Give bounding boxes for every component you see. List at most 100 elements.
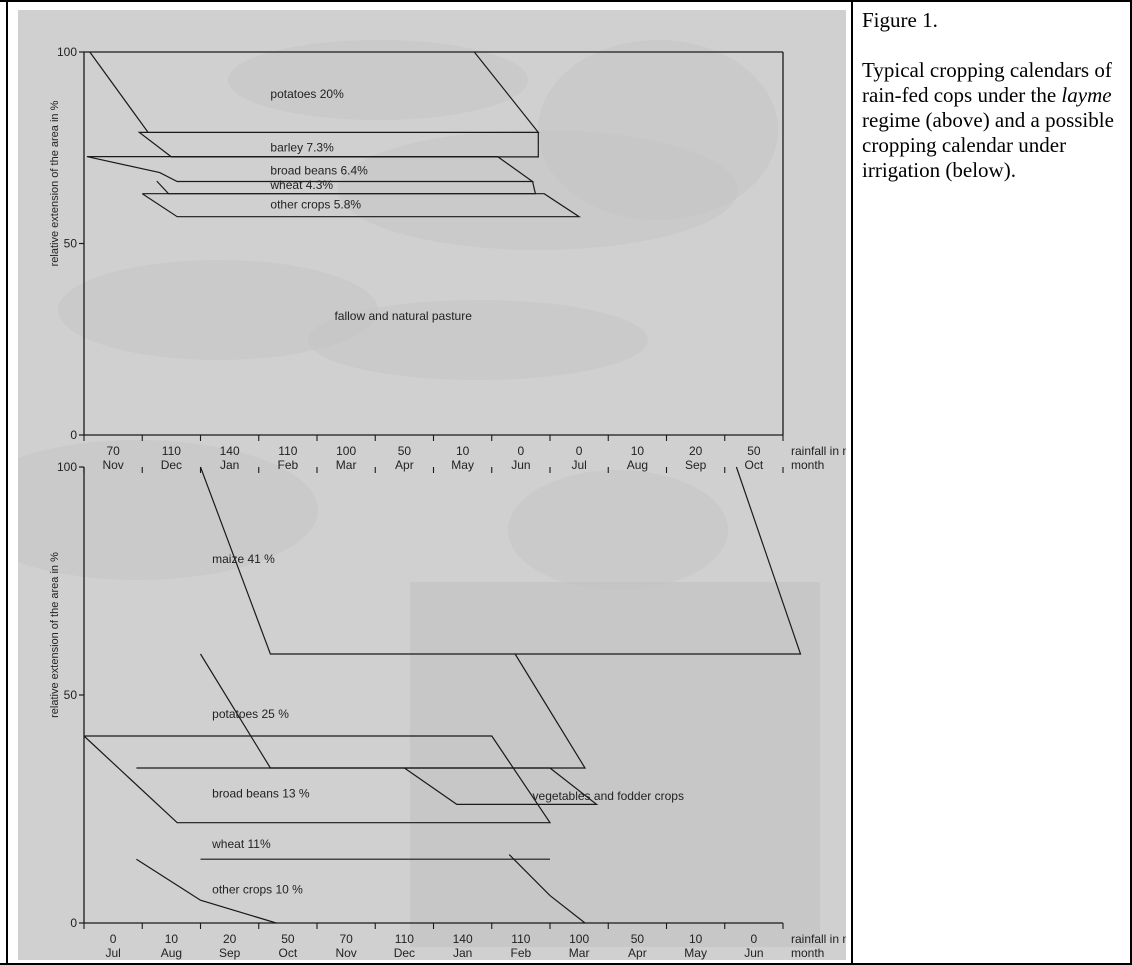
table-border-right <box>1130 0 1132 965</box>
panel0-band-label-4: other crops 5.8% <box>270 197 361 211</box>
panel0-y-tick-label-100: 100 <box>57 45 77 59</box>
panel0-rainfall-label-10: 20 <box>689 444 703 458</box>
panel1-y-tick-label-100: 100 <box>57 460 77 474</box>
panel0-month-label-6: May <box>451 458 474 472</box>
panel0-month-label-0: Nov <box>102 458 123 472</box>
panel0-rainfall-label-0: 70 <box>106 444 120 458</box>
panel0-month-label-9: Aug <box>627 458 648 472</box>
panel1-rainfall-label-3: 50 <box>281 932 295 946</box>
panel0-rainfall-label-8: 0 <box>576 444 583 458</box>
paper-smudge-3 <box>58 260 378 360</box>
paper-shade-block <box>410 582 820 947</box>
panel0-band-label-0: potatoes 20% <box>270 87 344 101</box>
panel0-rainfall-label-2: 140 <box>220 444 240 458</box>
panel1-rainfall-label-2: 20 <box>223 932 237 946</box>
panel1-region-label: vegetables and fodder crops <box>533 789 684 803</box>
panel0-month-label-2: Jan <box>220 458 239 472</box>
panel0-month-label-7: Jun <box>511 458 530 472</box>
paper-smudge-5 <box>18 440 318 580</box>
panel0-month-label-5: Apr <box>395 458 414 472</box>
panel1-month-label-4: Nov <box>335 946 356 960</box>
panel1-rainfall-axis-label: rainfall in mm <box>791 932 846 946</box>
panel1-rainfall-label-9: 50 <box>631 932 645 946</box>
caption-text: Typical cropping calendars of rain-fed c… <box>862 58 1124 183</box>
panel0-rainfall-axis-label: rainfall in mm <box>791 444 846 458</box>
panel0-month-axis-label: month <box>791 458 824 472</box>
panel0-month-label-8: Jul <box>571 458 586 472</box>
panel1-rainfall-label-0: 0 <box>110 932 117 946</box>
panel1-band-boundary-4 <box>136 767 599 805</box>
panel0-rainfall-label-9: 10 <box>631 444 645 458</box>
panel1-month-label-11: Jun <box>744 946 763 960</box>
caption-text-end: regime (above) and a possible cropping c… <box>862 108 1114 182</box>
panel1-band-boundary-2 <box>83 735 552 824</box>
panel1-month-label-6: Jan <box>453 946 472 960</box>
panel1-band-boundary-0 <box>199 466 802 655</box>
panel1-rainfall-label-7: 110 <box>511 932 530 946</box>
panel0-rainfall-label-1: 110 <box>162 444 181 458</box>
panel1-month-label-7: Feb <box>511 946 532 960</box>
figure-scan: 0 50 100 70 110 140 110 100 50 10 0 0 10 20 50 Nov Dec Ja… <box>18 10 846 960</box>
panel1-month-label-5: Dec <box>394 946 415 960</box>
panel1-month-label-9: Apr <box>628 946 647 960</box>
panel1-month-axis-label: month <box>791 946 824 960</box>
table-border-left <box>6 0 8 965</box>
panel0-band-boundary-0 <box>89 51 540 133</box>
panel0-region-label: fallow and natural pasture <box>334 309 472 323</box>
panel1-rainfall-label-1: 10 <box>165 932 179 946</box>
table-border-bottom <box>0 963 1132 965</box>
paper-smudge-4 <box>308 300 648 380</box>
panel1-month-label-3: Oct <box>279 946 298 960</box>
panel1-band-label-4: other crops 10 % <box>212 882 303 896</box>
panel0-rainfall-label-5: 50 <box>398 444 412 458</box>
panel1-band-boundary-5 <box>136 858 277 924</box>
panel1-rainfall-label-6: 140 <box>453 932 473 946</box>
panel1-band-boundary-6 <box>508 854 586 924</box>
panel1-band-label-2: broad beans 13 % <box>212 787 310 801</box>
panel1-y-axis-title: relative extension of the area in % <box>49 552 61 718</box>
panel1-rainfall-label-8: 100 <box>569 932 589 946</box>
panel1-rainfall-label-5: 110 <box>395 932 414 946</box>
panel1-rainfall-label-11: 0 <box>751 932 758 946</box>
table-border-middle <box>851 0 853 965</box>
panel0-band-label-3: wheat 4.3% <box>269 178 333 192</box>
panel1-month-label-2: Sep <box>219 946 241 960</box>
figure-caption: Figure 1. Typical cropping calendars of … <box>862 8 1124 208</box>
caption-text-start: Typical cropping calendars of rain-fed c… <box>862 58 1112 107</box>
panel0-month-label-11: Oct <box>745 458 764 472</box>
panel0-band-boundary-4 <box>141 193 582 218</box>
panel1-month-label-10: May <box>684 946 707 960</box>
paper-smudge-0 <box>228 40 528 120</box>
panel0-rainfall-label-4: 100 <box>336 444 356 458</box>
panel1-y-tick-label-0: 0 <box>70 916 77 930</box>
panel1-rainfall-label-10: 10 <box>689 932 703 946</box>
panel0-band-boundary-2 <box>86 156 535 183</box>
panel0-rainfall-label-11: 50 <box>747 444 761 458</box>
panel1-band-label-0: maize 41 % <box>212 552 275 566</box>
panel1-band-label-1: potatoes 25 % <box>212 707 289 721</box>
panel0-month-label-10: Sep <box>685 458 707 472</box>
caption-text-italic: layme <box>1061 83 1112 107</box>
panel1-rainfall-label-4: 70 <box>339 932 353 946</box>
panel0-y-tick-label-0: 0 <box>70 428 77 442</box>
panel0-rainfall-label-7: 0 <box>518 444 525 458</box>
panel1-month-label-1: Aug <box>161 946 182 960</box>
panel0-rainfall-label-3: 110 <box>278 444 297 458</box>
panel1-month-label-8: Mar <box>569 946 590 960</box>
panel1-month-label-0: Jul <box>105 946 120 960</box>
panel0-band-label-1: barley 7.3% <box>270 141 334 155</box>
panel0-month-label-1: Dec <box>161 458 182 472</box>
paper-smudge-6 <box>508 470 728 590</box>
panel0-rainfall-label-6: 10 <box>456 444 470 458</box>
panel0-y-axis-title: relative extension of the area in % <box>49 100 61 266</box>
panel1-band-label-3: wheat 11% <box>211 837 271 851</box>
table-border-top <box>0 0 1132 2</box>
panel0-y-tick-label-50: 50 <box>64 237 78 251</box>
panel0-band-label-2: broad beans 6.4% <box>270 164 368 178</box>
panel0-month-label-4: Mar <box>336 458 357 472</box>
figure-label: Figure 1. <box>862 8 938 32</box>
panel1-y-tick-label-50: 50 <box>64 688 78 702</box>
panel0-month-label-3: Feb <box>278 458 299 472</box>
